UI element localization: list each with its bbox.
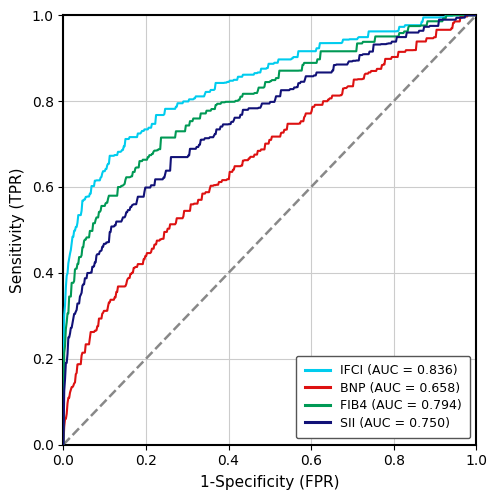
- X-axis label: 1-Specificity (FPR): 1-Specificity (FPR): [200, 476, 339, 490]
- Legend: IFCI (AUC = 0.836), BNP (AUC = 0.658), FIB4 (AUC = 0.794), SII (AUC = 0.750): IFCI (AUC = 0.836), BNP (AUC = 0.658), F…: [296, 356, 470, 438]
- Y-axis label: Sensitivity (TPR): Sensitivity (TPR): [10, 167, 25, 292]
